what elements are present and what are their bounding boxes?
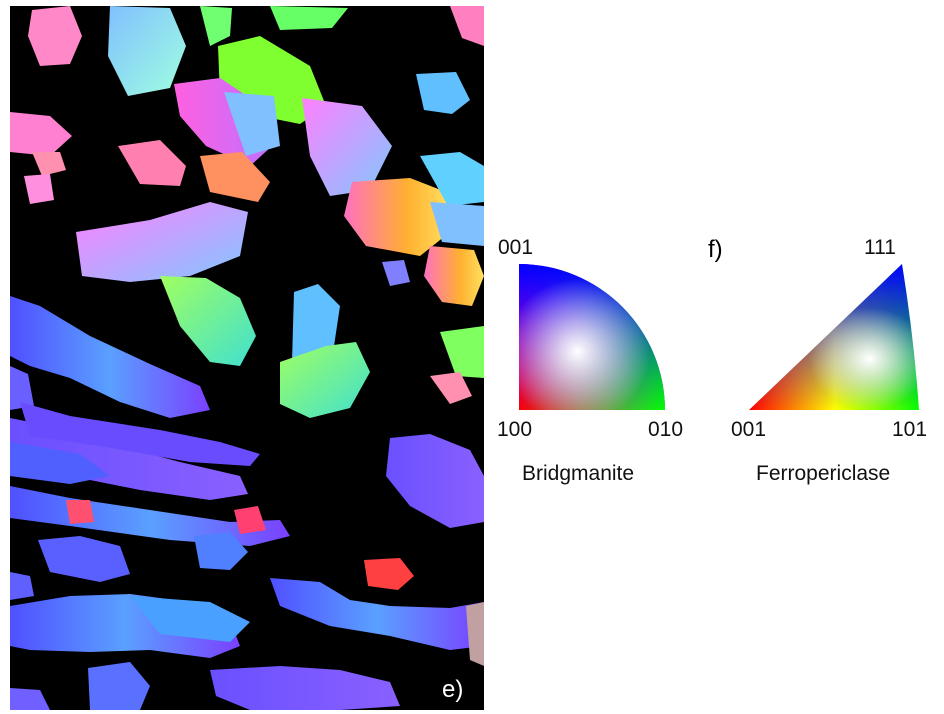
ferropericlase-name: Ferropericlase — [756, 462, 891, 485]
orientation-map-grains — [10, 6, 484, 710]
ferropericlase-bottom-left-label: 001 — [731, 418, 767, 441]
orientation-map: e) — [10, 6, 484, 710]
bridgmanite-bottom-left-label: 100 — [497, 418, 533, 441]
bridgmanite-top-label: 001 — [498, 236, 534, 259]
ferropericlase-top-label: 111 — [864, 236, 896, 259]
ferropericlase-color-key — [749, 264, 919, 410]
bridgmanite-bottom-right-label: 010 — [648, 418, 684, 441]
panel-label-f: f) — [708, 236, 723, 263]
bridgmanite-name: Bridgmanite — [522, 462, 635, 485]
ferropericlase-bottom-right-label: 101 — [892, 418, 928, 441]
bridgmanite-color-key — [519, 264, 665, 410]
panel-label-e: e) — [442, 676, 464, 703]
